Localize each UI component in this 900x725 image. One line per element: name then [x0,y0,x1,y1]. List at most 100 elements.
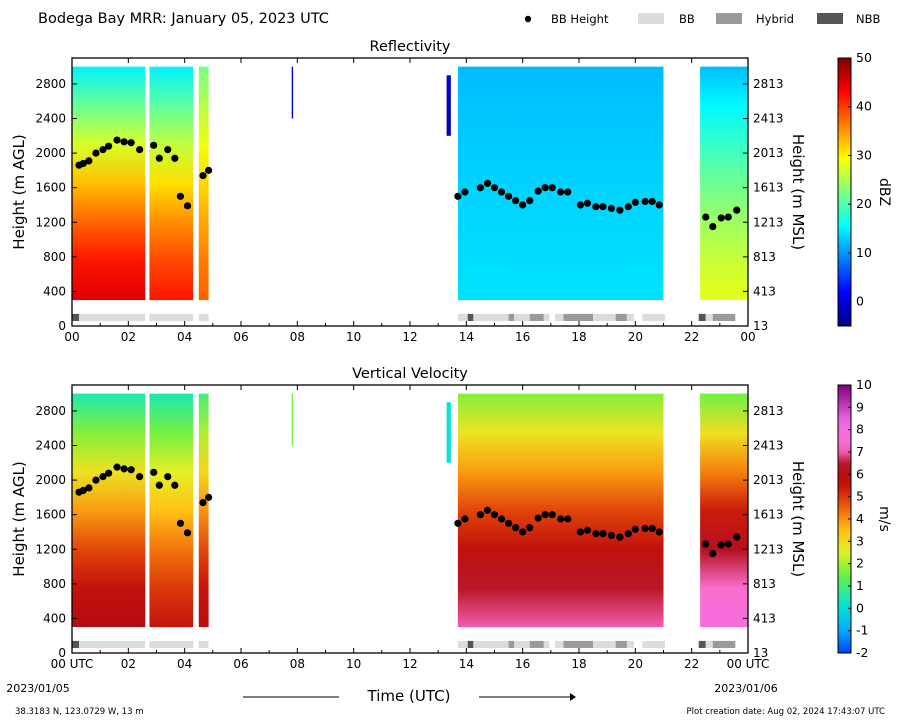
colorbar-tick-label: 8 [856,422,864,437]
x-tick-label: 12 [402,330,417,344]
bb-height-point [497,515,506,523]
heatmap-segment [700,393,748,628]
x-tick-label: 22 [684,657,699,671]
arrow-head-icon [570,693,576,701]
y-right-tick-label: 1213 [753,542,784,556]
bb-height-point [199,171,207,180]
bb-height-point [541,511,549,519]
x-tick-label: 14 [459,330,474,344]
precip-type-bb [555,640,564,648]
y-right-tick-label: 813 [753,250,776,264]
bb-height-point [519,201,527,209]
bb-height-point [607,531,615,540]
bb-height-point [641,524,649,533]
y-right-tick-label: 13 [753,646,768,660]
bb-height-point [709,222,717,231]
y-right-tick-label: 413 [753,611,776,625]
bb-height-point [624,203,632,211]
x-tick-label: 20 [628,330,643,344]
bb-height-point [599,530,607,538]
bb-height-point [519,528,527,536]
bb-height-point [548,511,556,519]
x-tick-label: 18 [571,330,586,344]
station-location: 38.3183 N, 123.0729 W, 13 m [15,707,143,717]
precip-type-bb [473,313,509,321]
bb-height-point [648,197,656,206]
y-right-tick-label: 1213 [753,215,784,229]
heatmap-segment [291,393,294,446]
x-tick-label: 00 [740,330,755,344]
colorbar-tick-label: 0 [856,600,864,615]
figure-title: Bodega Bay MRR: January 05, 2023 UTC [38,11,329,27]
legend-bb-height-marker [524,15,532,23]
bb-height-point [607,204,615,213]
legend-label: Hybrid [756,12,794,26]
bb-height-point [592,530,600,538]
x-tick-label: 06 [233,330,248,344]
colorbar-tick-label: 30 [856,147,872,162]
x-tick-label: 14 [459,657,474,671]
y-tick-label: 800 [43,577,66,591]
bb-height-point [534,514,542,522]
colorbar-tick-label: 50 [856,50,872,65]
bb-height-point [476,511,485,519]
precip-type-bb [514,313,530,321]
bb-height-point [136,473,144,481]
y-tick-label: 1600 [35,181,66,195]
colorbar-tick-label: 10 [856,245,872,260]
heatmap-segment [149,66,194,301]
colorbar-tick-label: 40 [856,99,872,114]
y-right-tick-label: 1613 [753,508,784,522]
precip-type-bb [593,640,616,648]
bb-height-point [205,493,213,501]
bb-height-point [709,549,717,558]
bb-height-point [85,484,93,492]
bb-height-point [733,206,741,214]
bb-height-point [616,533,624,541]
colorbar [837,57,852,327]
bb-height-point [504,519,513,527]
heatmap-segment [72,66,146,301]
x-tick-label: 00 [64,330,79,344]
y-right-tick-label: 2813 [753,77,784,91]
precip-type-bb [626,640,634,648]
legend-label: BB [679,12,695,26]
bb-height-point [724,540,732,548]
bb-height-point [631,525,639,533]
bb-height-point [92,149,100,157]
bb-height-point [624,530,632,538]
y-tick-label: 2400 [35,112,66,126]
y-tick-label: 2800 [35,404,66,418]
colorbar-tick-label: 5 [856,489,864,504]
bb-height-point [557,515,565,523]
bb-height-point [702,540,710,548]
y-tick-label: 400 [43,284,66,298]
bb-height-point [564,188,572,196]
x-tick-label: 02 [121,657,136,671]
bb-height-point [79,159,87,168]
precip-type-nbb [72,640,80,648]
bb-height-point [92,476,100,484]
y-tick-label: 2800 [35,77,66,91]
precip-type-bb [543,313,550,321]
x-tick-label: 22 [684,330,699,344]
colorbar-tick-label: 4 [856,511,864,526]
bb-height-point [592,203,600,211]
legend-label: BB Height [551,12,609,26]
colorbar-tick-label: 2 [856,556,864,571]
precip-type-bb [705,313,713,321]
y-tick-label: 1200 [35,215,66,229]
bb-height-point [526,197,534,205]
heatmap-segment [700,66,748,301]
heatmap-segment [457,393,664,628]
bb-height-point [105,142,113,150]
bb-height-point [127,466,135,474]
bb-height-point [526,524,534,532]
x-tick-label: 06 [233,657,248,671]
heatmap-segment [291,66,294,119]
bb-height-point [85,157,93,165]
y-right-tick-label: 813 [753,577,776,591]
date-end-label: 2023/01/06 [714,682,777,695]
bb-height-point [171,154,179,162]
